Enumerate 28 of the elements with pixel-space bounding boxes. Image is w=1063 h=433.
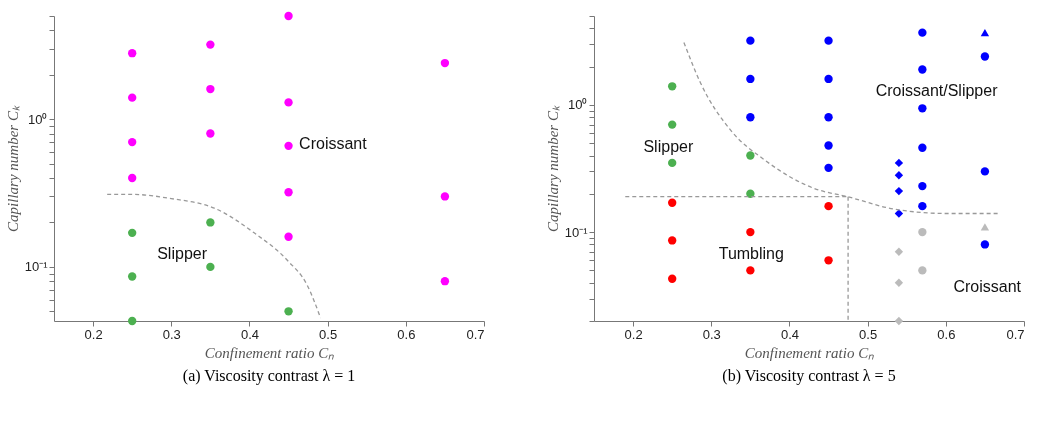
- x-tick-label: 0.2: [84, 326, 103, 342]
- x-tick-label: 0.4: [780, 326, 799, 342]
- y-axis-title: Capillary number Cₖ: [544, 105, 561, 232]
- x-tick-label: 0.3: [162, 326, 181, 342]
- text: (a) Viscosity contrast λ = 1: [182, 367, 356, 385]
- x-tick-label: 0.7: [466, 326, 485, 342]
- x-axis-title: Confinement ratio Cₙ: [204, 344, 335, 361]
- x-tick-label: 0.2: [624, 326, 643, 342]
- annotation: Croissant: [299, 135, 368, 153]
- y-tick-label: 10⁰: [568, 97, 588, 113]
- x-axis-title: Confinement ratio Cₙ: [744, 344, 875, 361]
- y-tick-label: 10⁻¹: [24, 259, 49, 275]
- text: (b) Viscosity contrast λ = 5: [722, 367, 896, 385]
- x-tick-label: 0.4: [240, 326, 259, 342]
- annotation: Croissant: [953, 278, 1022, 296]
- y-tick-label: 10⁻¹: [564, 224, 589, 240]
- y-tick-label: 10⁰: [28, 111, 48, 127]
- x-tick-label: 0.6: [397, 326, 416, 342]
- x-tick-label: 0.5: [859, 326, 878, 342]
- annotation: Croissant/Slipper: [875, 81, 999, 99]
- x-tick-label: 0.6: [937, 326, 956, 342]
- x-tick-label: 0.7: [1006, 326, 1025, 342]
- y-axis-title: Capillary number Cₖ: [4, 105, 21, 232]
- annotation: Tumbling: [718, 244, 784, 262]
- x-tick-label: 0.5: [319, 326, 338, 342]
- annotation: Slipper: [157, 244, 208, 262]
- x-tick-label: 0.3: [702, 326, 721, 342]
- annotation: Slipper: [643, 138, 694, 156]
